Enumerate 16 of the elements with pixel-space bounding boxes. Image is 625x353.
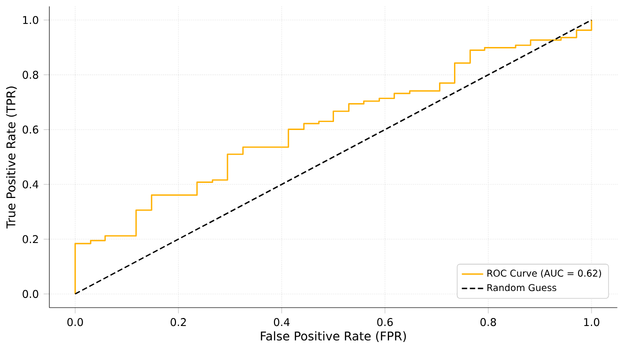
- y-tick-label: 0.4: [22, 180, 38, 188]
- legend-label: Random Guess: [487, 284, 556, 292]
- y-tick-label: 0.2: [22, 235, 38, 244]
- y-axis-title: True Positive Rate (TPR): [6, 86, 17, 229]
- y-tick-label: 1.0: [23, 16, 38, 24]
- x-tick-label: 0.2: [170, 318, 186, 326]
- x-tick-label: 0.0: [67, 318, 83, 326]
- x-tick-label: 0.4: [274, 318, 290, 326]
- x-axis-title: False Positive Rate (FPR): [260, 331, 406, 342]
- y-tick-label: 0.8: [22, 70, 38, 79]
- x-tick-label: 0.8: [480, 318, 496, 326]
- x-tick-label: 1.0: [584, 318, 600, 326]
- legend-label: ROC Curve (AUC = 0.62): [487, 270, 602, 278]
- x-tick-label: 0.6: [377, 318, 393, 326]
- y-tick-label: 0.0: [22, 290, 38, 298]
- y-tick-label: 0.6: [22, 126, 38, 134]
